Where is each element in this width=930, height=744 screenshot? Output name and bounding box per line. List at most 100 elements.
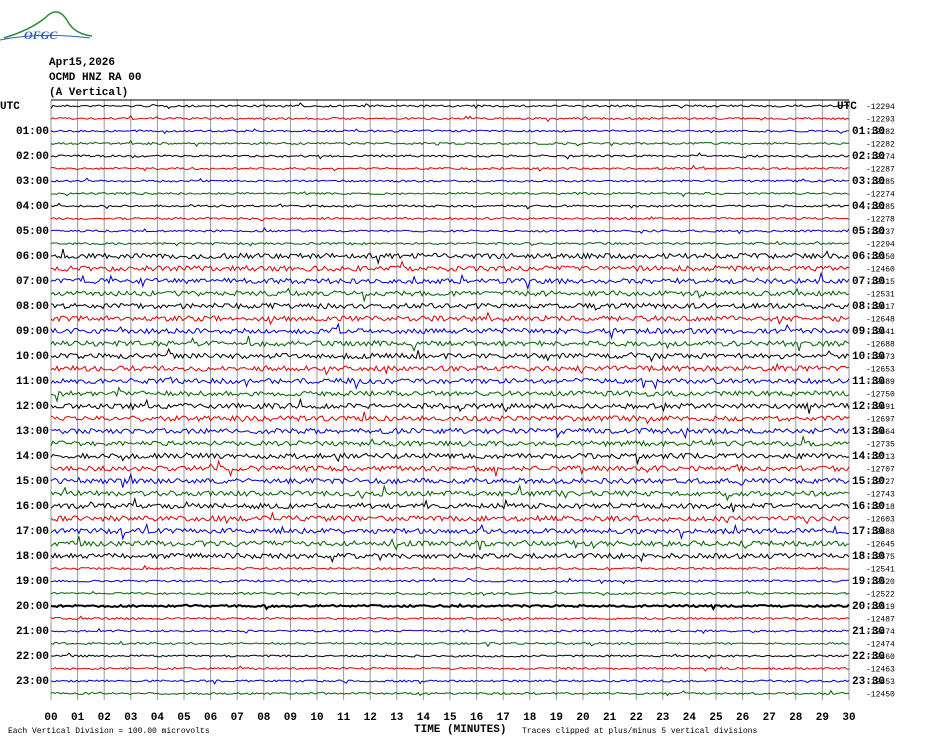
right-time-label: 17:30	[852, 526, 885, 538]
trace	[51, 248, 850, 265]
trace-offset: -12531	[866, 291, 895, 300]
trace	[50, 679, 850, 685]
right-time-label: 10:30	[852, 351, 885, 363]
trace-offset: -12645	[866, 541, 895, 550]
left-time-label: 01:00	[16, 126, 49, 138]
trace	[50, 411, 850, 425]
x-tick-label: 16	[470, 712, 483, 724]
left-time-label: 08:00	[16, 301, 49, 313]
trace	[50, 362, 850, 376]
trace	[51, 191, 850, 198]
x-tick-label: 25	[709, 712, 723, 724]
trace-offset: -12460	[866, 653, 895, 662]
trace-offset: -12664	[866, 428, 895, 437]
x-tick-label: 08	[257, 712, 271, 724]
left-time-label: 23:00	[16, 676, 49, 688]
x-tick-label: 10	[310, 712, 323, 724]
trace	[50, 603, 850, 611]
left-time-label: 06:00	[16, 251, 49, 263]
x-tick-label: 02	[98, 712, 111, 724]
trace-offset: -12743	[866, 491, 895, 500]
trace-offset: -12520	[866, 578, 895, 587]
trace	[50, 202, 850, 210]
trace-offset: -12750	[866, 391, 895, 400]
trace	[50, 536, 849, 551]
trace	[50, 628, 850, 635]
left-time-label: 07:00	[16, 276, 49, 288]
left-time-label: 15:00	[16, 476, 49, 488]
x-tick-label: 19	[550, 712, 563, 724]
x-tick-label: 23	[656, 712, 670, 724]
trace-offset: -12713	[866, 453, 895, 462]
trace-offset: -12282	[866, 128, 895, 137]
trace-offset: -12519	[866, 603, 895, 612]
right-time-label: 04:30	[852, 201, 885, 213]
x-tick-label: 13	[390, 712, 404, 724]
trace-offset: -12453	[866, 678, 895, 687]
left-time-label: 21:00	[16, 626, 49, 638]
right-time-label: 21:30	[852, 626, 885, 638]
right-time-label: 22:30	[852, 651, 885, 663]
left-time-label: 11:00	[16, 376, 49, 388]
trace-offset: -12697	[866, 416, 895, 425]
right-time-label: 23:30	[852, 676, 885, 688]
x-tick-label: 07	[231, 712, 244, 724]
trace	[50, 322, 850, 340]
trace	[50, 552, 850, 564]
right-time-label: 14:30	[852, 451, 885, 463]
x-tick-label: 12	[364, 712, 377, 724]
trace-offset: -12285	[866, 178, 895, 187]
trace	[50, 397, 850, 414]
trace	[50, 216, 850, 222]
left-time-label: 13:00	[16, 426, 49, 438]
trace-offset: -12237	[866, 228, 895, 237]
x-tick-label: 26	[736, 712, 749, 724]
trace-offset: -12522	[866, 591, 895, 600]
trace	[50, 177, 850, 183]
trace	[50, 577, 850, 585]
trace	[50, 128, 849, 135]
x-tick-label: 21	[603, 712, 617, 724]
left-time-label: 03:00	[16, 176, 49, 188]
right-time-label: 13:30	[852, 426, 885, 438]
right-time-label: 15:30	[852, 476, 885, 488]
right-time-label: 02:30	[852, 151, 885, 163]
left-time-label: 22:00	[16, 651, 49, 663]
x-tick-label: 28	[789, 712, 803, 724]
trace	[50, 511, 850, 525]
x-tick-label: 27	[763, 712, 776, 724]
trace	[50, 376, 850, 391]
trace	[50, 164, 850, 172]
right-time-label: 11:30	[852, 376, 885, 388]
right-time-label: 06:30	[852, 251, 885, 263]
trace-offset: -12293	[866, 116, 895, 125]
left-time-label: 02:00	[16, 151, 49, 163]
x-tick-label: 06	[204, 712, 217, 724]
trace-offset: -12735	[866, 441, 895, 450]
trace	[50, 335, 850, 352]
left-time-label: 20:00	[16, 601, 49, 613]
trace-offset: -12474	[866, 628, 895, 637]
trace-offset: -12285	[866, 203, 895, 212]
left-time-label: 12:00	[16, 401, 49, 413]
trace-offset: -12689	[866, 378, 895, 387]
left-time-label: 10:00	[16, 351, 49, 363]
logo: OFGC	[0, 11, 93, 42]
trace-offset: -12450	[866, 691, 895, 700]
x-tick-label: 29	[816, 712, 829, 724]
trace-offset: -12460	[866, 266, 895, 275]
x-tick-label: 30	[842, 712, 855, 724]
x-tick-label: 17	[497, 712, 510, 724]
trace-offset: -12707	[866, 466, 895, 475]
trace	[50, 302, 850, 311]
right-time-label: 09:30	[852, 326, 885, 338]
left-time-label: 05:00	[16, 226, 49, 238]
x-tick-label: 20	[576, 712, 589, 724]
x-tick-label: 24	[683, 712, 697, 724]
left-time-label: UTC	[0, 101, 20, 113]
trace-offset: -12474	[866, 641, 895, 650]
trace	[50, 452, 850, 466]
component: (A Vertical)	[49, 87, 128, 99]
trace-offset: -12691	[866, 403, 895, 412]
trace	[50, 427, 850, 440]
